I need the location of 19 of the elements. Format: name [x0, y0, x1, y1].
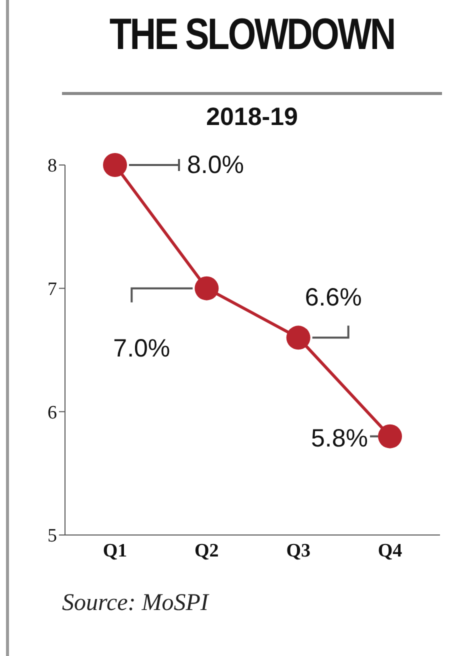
- y-tick-label: 6: [48, 402, 57, 424]
- source-note: Source: MoSPI: [62, 590, 208, 617]
- x-tick-label: Q1: [102, 540, 128, 562]
- data-label: 7.0%: [113, 334, 170, 362]
- x-tick-label: Q2: [194, 540, 219, 562]
- point: [194, 276, 219, 300]
- data-label: 5.8%: [311, 424, 368, 452]
- y-tick-label: 8: [48, 156, 57, 177]
- data-label: 8.0%: [187, 151, 244, 179]
- point: [286, 326, 310, 350]
- x-tick-label: Q3: [286, 540, 310, 562]
- point: [378, 424, 402, 448]
- data-label: 6.6%: [304, 284, 362, 312]
- y-tick-label: 5: [48, 526, 57, 547]
- x-tick-label: Q4: [378, 540, 403, 562]
- chart-subtitle: 2018-19: [205, 103, 299, 132]
- chart-title: THE SLOWDOWN: [108, 10, 396, 60]
- point: [103, 153, 127, 177]
- y-tick-label: 7: [48, 279, 57, 300]
